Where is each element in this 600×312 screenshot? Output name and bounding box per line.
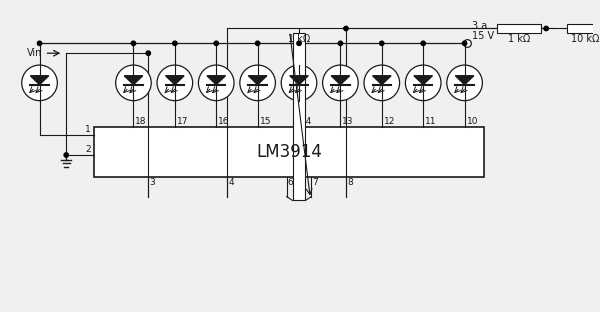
Circle shape <box>338 41 343 46</box>
Text: 8: 8 <box>347 178 353 187</box>
Circle shape <box>281 65 317 101</box>
Text: 6: 6 <box>287 178 293 187</box>
Circle shape <box>37 41 42 46</box>
Circle shape <box>240 65 275 101</box>
Circle shape <box>323 65 358 101</box>
Polygon shape <box>124 76 143 85</box>
Polygon shape <box>331 76 350 85</box>
Bar <box>497 23 541 33</box>
Text: 11: 11 <box>425 117 437 126</box>
Circle shape <box>544 26 548 31</box>
Text: 1: 1 <box>85 125 91 134</box>
Text: 2: 2 <box>85 145 91 154</box>
Circle shape <box>406 65 441 101</box>
Text: 14: 14 <box>301 117 313 126</box>
Circle shape <box>131 41 136 46</box>
Circle shape <box>116 65 151 101</box>
Text: 3 a
15 V: 3 a 15 V <box>472 21 494 41</box>
Polygon shape <box>248 76 267 85</box>
Text: 17: 17 <box>177 117 188 126</box>
Text: 16: 16 <box>218 117 230 126</box>
Circle shape <box>173 41 177 46</box>
Circle shape <box>447 65 482 101</box>
Circle shape <box>146 51 151 55</box>
Text: 18: 18 <box>136 117 147 126</box>
Bar <box>94 127 484 177</box>
Circle shape <box>344 26 348 31</box>
Text: 1 kΩ: 1 kΩ <box>508 34 530 44</box>
Text: 10: 10 <box>467 117 478 126</box>
Bar <box>293 33 305 201</box>
Circle shape <box>199 65 234 101</box>
Text: 1 kΩ: 1 kΩ <box>288 34 310 44</box>
Circle shape <box>297 41 301 46</box>
Polygon shape <box>166 76 184 85</box>
Text: LM3914: LM3914 <box>256 143 322 161</box>
Polygon shape <box>455 76 474 85</box>
Polygon shape <box>414 76 433 85</box>
Text: 12: 12 <box>384 117 395 126</box>
Bar <box>567 23 600 33</box>
Circle shape <box>421 41 425 46</box>
Text: 4: 4 <box>229 178 234 187</box>
Circle shape <box>64 153 68 157</box>
Circle shape <box>364 65 400 101</box>
Text: Vin: Vin <box>27 48 43 58</box>
Text: 15: 15 <box>260 117 271 126</box>
Text: 7: 7 <box>313 178 318 187</box>
Circle shape <box>214 41 218 46</box>
Polygon shape <box>207 76 226 85</box>
Circle shape <box>157 65 193 101</box>
Polygon shape <box>30 76 49 85</box>
Text: 3: 3 <box>149 178 155 187</box>
Circle shape <box>380 41 384 46</box>
Polygon shape <box>373 76 391 85</box>
Circle shape <box>22 65 58 101</box>
Text: 10 kΩ: 10 kΩ <box>571 34 600 44</box>
Text: 13: 13 <box>343 117 354 126</box>
Circle shape <box>256 41 260 46</box>
Circle shape <box>463 41 467 46</box>
Polygon shape <box>290 76 308 85</box>
